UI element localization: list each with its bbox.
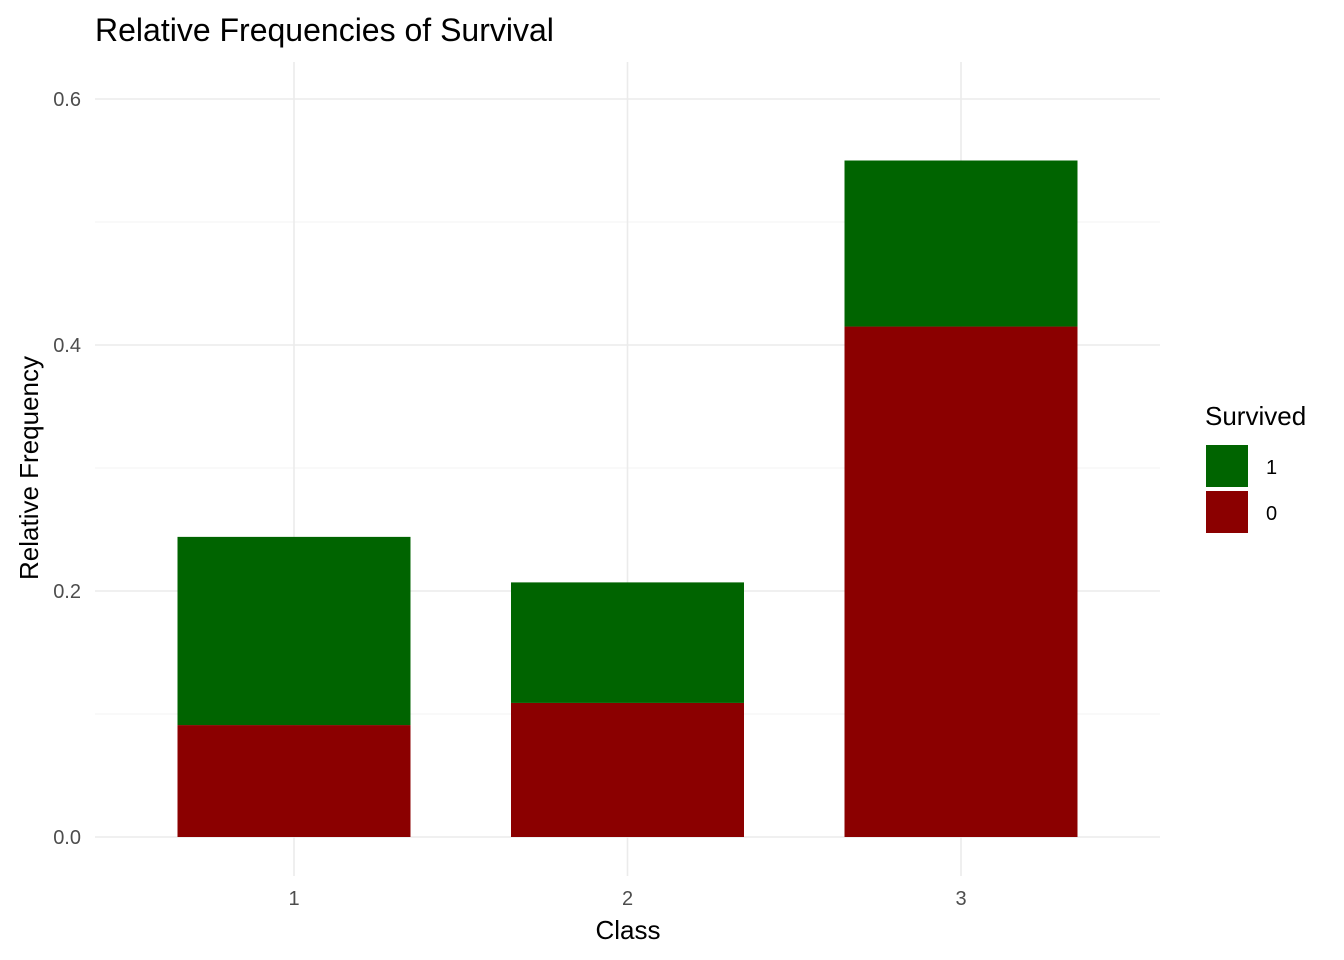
bars	[177, 160, 1078, 837]
bar-class-2-survived-1	[511, 582, 744, 703]
x-tick-label: 1	[288, 888, 299, 910]
legend-key-0	[1206, 491, 1248, 533]
y-tick-label: 0.6	[53, 89, 81, 111]
y-tick-label: 0.2	[53, 581, 81, 603]
x-axis-title: Class	[595, 915, 660, 945]
legend: Survived 1 0	[1205, 401, 1306, 533]
legend-title: Survived	[1205, 401, 1306, 431]
legend-label-0: 0	[1266, 503, 1277, 525]
bar-class-3-survived-1	[844, 160, 1078, 327]
y-axis-title: Relative Frequency	[14, 356, 44, 580]
legend-label-1: 1	[1266, 457, 1277, 479]
x-tick-label: 2	[622, 888, 633, 910]
legend-key-1	[1206, 445, 1248, 487]
bar-class-1-survived-0	[177, 725, 411, 837]
y-tick-label: 0.4	[53, 335, 81, 357]
bar-class-2-survived-0	[511, 702, 744, 837]
y-tick-label: 0.0	[53, 827, 81, 849]
chart-title: Relative Frequencies of Survival	[95, 12, 554, 48]
y-ticks: 0.0 0.2 0.4 0.6	[53, 89, 81, 849]
bar-class-3-survived-0	[844, 326, 1078, 837]
x-ticks: 1 2 3	[288, 888, 966, 910]
bar-class-1-survived-1	[177, 536, 411, 726]
x-tick-label: 3	[955, 888, 966, 910]
